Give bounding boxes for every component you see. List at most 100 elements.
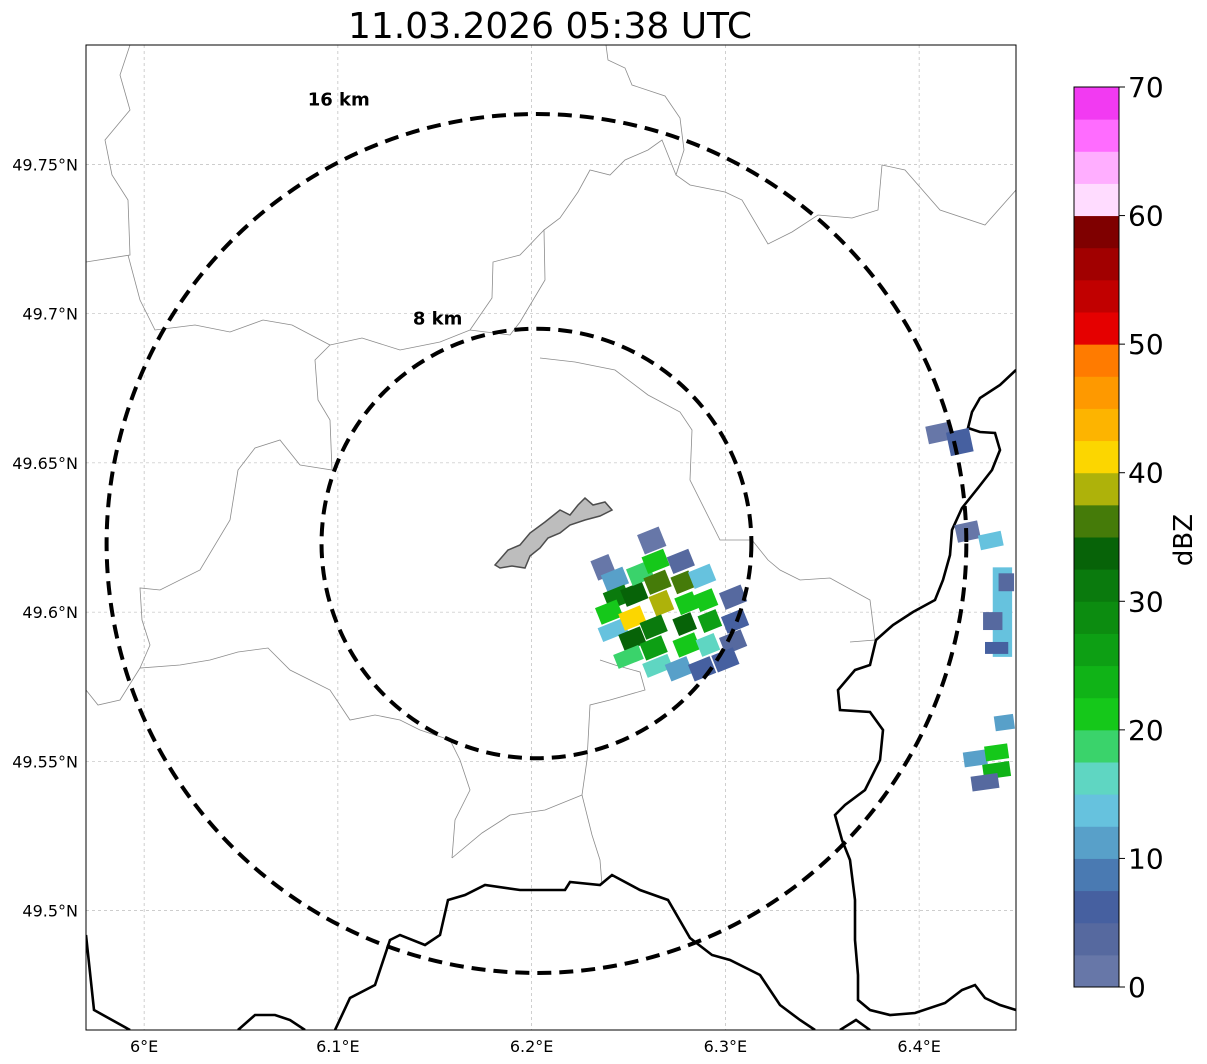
range-ring (104, 111, 969, 975)
colorbar-swatch (1074, 376, 1119, 409)
colorbar-swatch (1074, 344, 1119, 377)
colorbar-tick-label: 60 (1128, 200, 1164, 233)
colorbar-tick-label: 0 (1128, 971, 1146, 1004)
colorbar-label: dBZ (1169, 514, 1199, 566)
radar-echo-cell (670, 570, 696, 595)
colorbar-tick-label: 70 (1128, 71, 1164, 104)
colorbar-swatches (1074, 87, 1119, 988)
x-tick-label: 6.2°E (510, 1037, 554, 1056)
colorbar-swatch (1074, 119, 1119, 152)
range-ring (319, 326, 754, 761)
y-tick-label: 49.7°N (22, 305, 78, 324)
radar-echo-cell (693, 588, 719, 613)
admin-border-line (605, 45, 1016, 245)
colorbar-swatch (1074, 794, 1119, 827)
radar-echo-cell (687, 563, 717, 589)
colorbar-swatch (1074, 922, 1119, 956)
colorbar-tick-label: 10 (1128, 842, 1164, 875)
radar-echo-cell (925, 421, 952, 445)
admin-border-line (329, 229, 546, 351)
admin-border-line (539, 357, 876, 643)
colorbar-swatch (1074, 279, 1119, 313)
radar-echo-cell (666, 548, 695, 575)
colorbar-swatch (1074, 183, 1119, 217)
radar-echo-cell (983, 612, 1003, 631)
colorbar-tick-label: 50 (1128, 328, 1164, 361)
radar-echo-cell (711, 647, 740, 673)
y-tick-label: 49.5°N (22, 902, 78, 921)
colorbar-swatch (1074, 601, 1119, 634)
radar-echo-cell (718, 629, 748, 655)
admin-border-line (86, 667, 141, 706)
radar-echo-cell (993, 713, 1016, 732)
colorbar-tick-label: 40 (1128, 457, 1164, 490)
country-border-southeast (839, 1018, 871, 1030)
range-rings: 8 km 16 km (104, 89, 969, 975)
colorbar-swatch (1074, 215, 1119, 249)
map-frame (85, 44, 1017, 1031)
radar-echo-cell (643, 569, 672, 595)
radar-echo-cell (985, 641, 1009, 654)
radar-echo-cell (639, 635, 668, 661)
radar-echo-cell (639, 614, 668, 640)
colorbar-swatch (1074, 858, 1119, 892)
country-border-south (86, 934, 131, 1030)
admin-border-line (86, 45, 131, 263)
radar-echo-cell (620, 581, 649, 607)
x-tick-label: 6.4°E (897, 1037, 941, 1056)
country-border-east (833, 369, 1016, 1017)
country-borders (86, 369, 1016, 1030)
radar-echo-cell (970, 772, 1000, 792)
admin-border-line (581, 659, 646, 886)
lake-shape (493, 496, 614, 569)
colorbar: 0 10 20 30 40 50 60 70 dBZ (1073, 71, 1199, 1004)
admin-border-line (127, 254, 333, 471)
colorbar-swatch (1074, 87, 1119, 120)
colorbar-swatch (1074, 890, 1119, 924)
radar-echo-cell (998, 573, 1015, 592)
y-tick-label: 49.75°N (12, 155, 78, 174)
colorbar-swatch (1074, 697, 1119, 731)
colorbar-swatch (1074, 537, 1119, 570)
colorbar-swatch (1074, 826, 1119, 859)
colorbar-swatch (1074, 312, 1119, 345)
radar-echo-cell (618, 605, 647, 631)
y-tick-label: 49.55°N (12, 752, 78, 771)
radar-echo-cell (672, 632, 701, 658)
admin-border-line (451, 794, 583, 859)
radar-echo-cell (697, 609, 723, 634)
figure-title: 11.03.2026 05:38 UTC (348, 6, 752, 47)
radar-echo-cell (672, 612, 698, 636)
colorbar-swatch (1074, 151, 1119, 184)
map-panel[interactable]: 8 km 16 km (86, 45, 1016, 1030)
colorbar-swatch (1074, 247, 1119, 281)
colorbar-swatch (1074, 729, 1119, 763)
radar-echo-cell (695, 633, 721, 657)
x-tick-label: 6.1°E (316, 1037, 360, 1056)
colorbar-swatch (1074, 408, 1119, 442)
colorbar-swatch (1074, 762, 1119, 795)
radar-echo-cell (984, 743, 1010, 762)
range-ring-label: 16 km (308, 89, 370, 110)
axis-ticks: 6°E 6.1°E 6.2°E 6.3°E 6.4°E 49.5°N 49.55°N 49.6… (12, 155, 941, 1056)
x-tick-label: 6.3°E (704, 1037, 748, 1056)
radar-echo-cell (674, 591, 699, 616)
radar-echo-cell (977, 530, 1004, 551)
radar-echo-cell (641, 548, 670, 575)
y-tick-label: 49.65°N (12, 454, 78, 473)
radar-echo-cell (664, 656, 694, 682)
radar-echo-cell (618, 626, 647, 652)
colorbar-tick-label: 20 (1128, 714, 1164, 747)
admin-border-line (543, 139, 677, 231)
colorbar-swatch (1074, 472, 1119, 506)
admin-borders (86, 45, 1016, 886)
radar-echo-cell (687, 656, 717, 682)
radar-echo-cell (594, 599, 624, 625)
radar-echo-cell (648, 589, 675, 617)
radar-echo-cell (945, 427, 974, 457)
radar-echo-cell (642, 653, 673, 678)
colorbar-swatch (1074, 633, 1119, 667)
radar-echo-cell (962, 749, 988, 768)
radar-echo-cell (597, 618, 629, 643)
